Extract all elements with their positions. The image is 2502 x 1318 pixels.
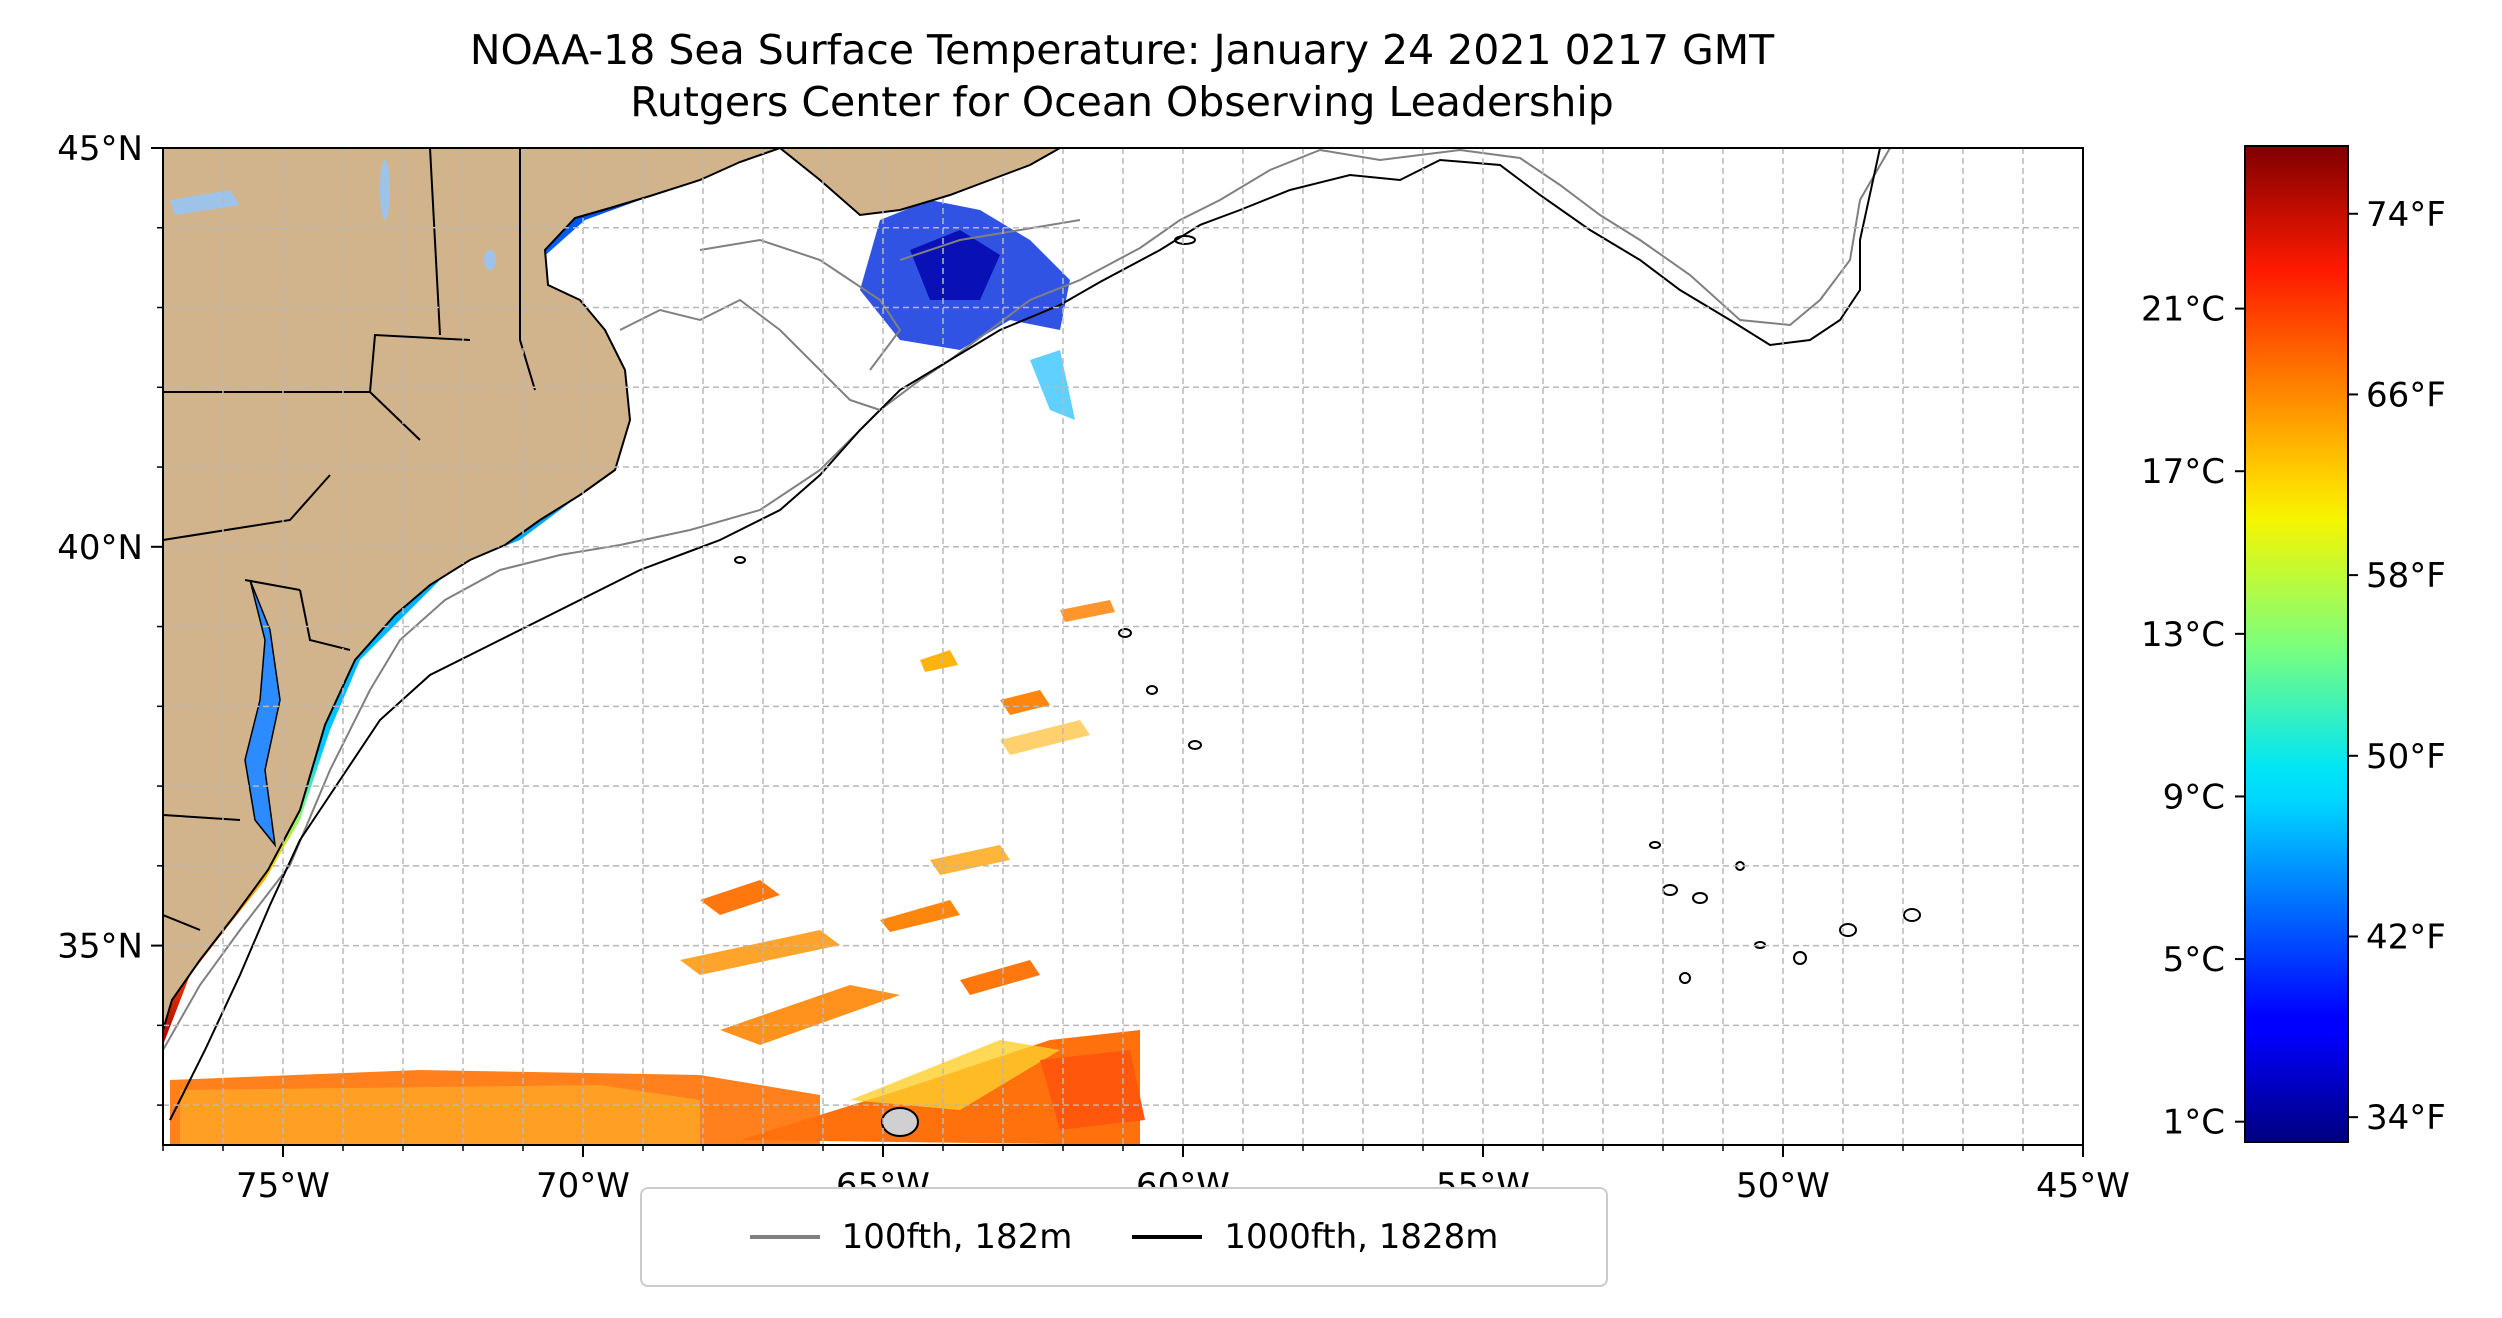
x-tick-label: 75°W bbox=[236, 1166, 330, 1206]
state-borders bbox=[163, 148, 536, 931]
seamounts bbox=[734, 235, 1921, 1137]
y-tick-label: 40°N bbox=[57, 528, 143, 568]
x-tick-label: 45°W bbox=[2036, 1166, 2130, 1206]
chesapeake-bay bbox=[244, 579, 281, 848]
legend-swatch-black bbox=[1132, 1235, 1203, 1239]
gridlines bbox=[163, 148, 2083, 1145]
legend-label: 1000fth, 1828m bbox=[1224, 1217, 1499, 1257]
y-tick-label: 45°N bbox=[57, 129, 143, 169]
new-england-peninsula bbox=[778, 148, 1063, 217]
colorbar-f-label: 74°F bbox=[2366, 195, 2446, 235]
chart-title: NOAA-18 Sea Surface Temperature: January… bbox=[160, 24, 2084, 128]
isobath-100-fathom bbox=[163, 148, 1891, 1051]
title-line-2: Rutgers Center for Ocean Observing Leade… bbox=[630, 78, 1614, 126]
colorbar bbox=[2244, 145, 2349, 1143]
y-axis: 45°N 40°N 35°N bbox=[57, 129, 163, 1106]
legend-label: 100fth, 182m bbox=[841, 1217, 1073, 1257]
colorbar-c-label: 1°C bbox=[2163, 1103, 2225, 1143]
y-tick-label: 35°N bbox=[57, 927, 143, 967]
legend-item-1000-fathom: 1000fth, 1828m bbox=[1132, 1217, 1498, 1257]
sst-warm-patches bbox=[170, 600, 1145, 1145]
colorbar-c-label: 13°C bbox=[2141, 615, 2225, 655]
land-mass bbox=[163, 148, 781, 1031]
x-tick-label: 70°W bbox=[536, 1166, 630, 1206]
legend: 100fth, 182m 1000fth, 1828m bbox=[640, 1187, 1608, 1287]
title-line-1: NOAA-18 Sea Surface Temperature: January… bbox=[469, 26, 1775, 74]
colorbar-fahrenheit-axis: 34°F 42°F 50°F 58°F 66°F 74°F bbox=[2348, 195, 2446, 1138]
isobath-1000-fathom bbox=[169, 148, 1881, 1121]
legend-item-100-fathom: 100fth, 182m bbox=[749, 1217, 1073, 1257]
colorbar-c-label: 9°C bbox=[2163, 777, 2225, 817]
x-tick-label: 50°W bbox=[1736, 1166, 1830, 1206]
colorbar-c-label: 17°C bbox=[2141, 452, 2225, 492]
colorbar-f-label: 34°F bbox=[2366, 1098, 2446, 1138]
colorbar-f-label: 66°F bbox=[2366, 375, 2446, 415]
colorbar-f-label: 58°F bbox=[2366, 556, 2446, 596]
colorbar-c-label: 5°C bbox=[2163, 940, 2225, 980]
gulf-of-maine-contours bbox=[619, 219, 1081, 411]
legend-swatch-gray bbox=[749, 1235, 820, 1239]
lakes bbox=[170, 160, 496, 270]
map-area bbox=[163, 148, 2083, 1145]
colorbar-f-label: 42°F bbox=[2366, 917, 2446, 957]
colorbar-celsius-axis: 1°C 5°C 9°C 13°C 17°C 21°C bbox=[2141, 290, 2245, 1143]
colorbar-f-label: 50°F bbox=[2366, 737, 2446, 777]
x-axis: 75°W 70°W 65°W 60°W 55°W 50°W 45°W bbox=[162, 1145, 2130, 1206]
colorbar-c-label: 21°C bbox=[2141, 290, 2225, 330]
